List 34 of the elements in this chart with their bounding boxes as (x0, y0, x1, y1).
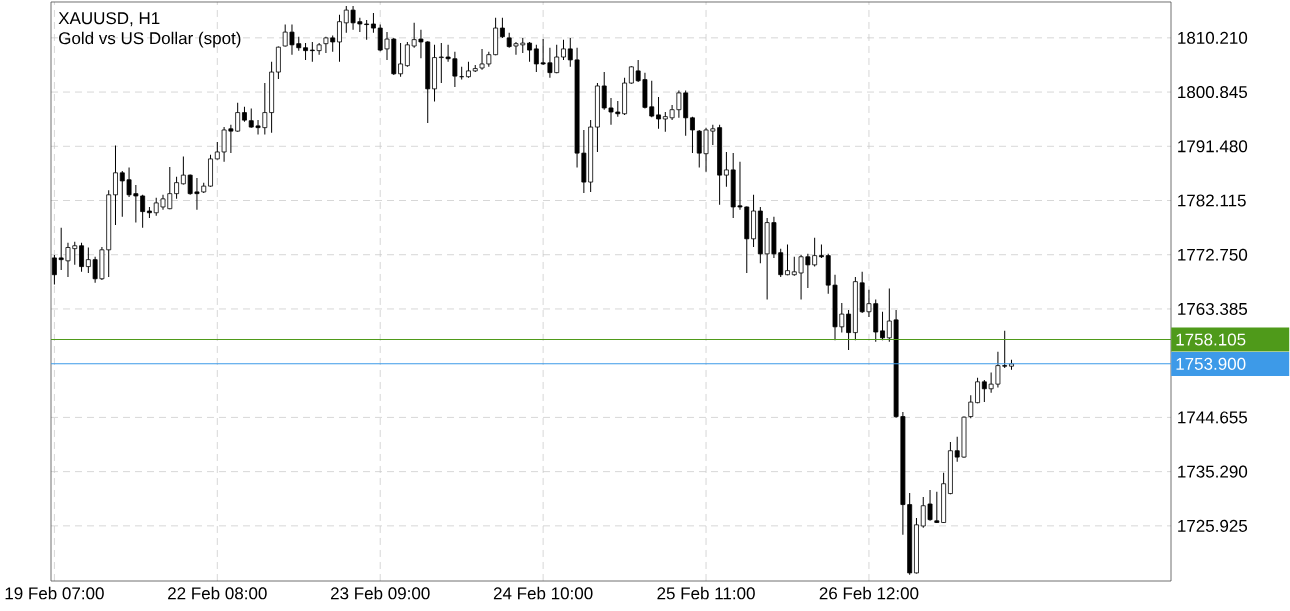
candlestick (785, 244, 790, 276)
y-tick-label: 1782.115 (1178, 194, 1246, 207)
candlestick (370, 12, 376, 34)
text: Gold vs US Dollar (spot) (59, 31, 241, 48)
candlestick (723, 151, 729, 188)
candlestick (174, 176, 180, 200)
candlestick (846, 309, 852, 351)
candlestick (690, 116, 695, 154)
x-tick-label: 19 Feb 07:00 (5, 586, 104, 600)
x-tick-label: 23 Feb 09:00 (330, 586, 430, 600)
y-tick-label: 1725.925 (1178, 519, 1248, 532)
y-tick-label: 1744.655 (1178, 411, 1248, 424)
x-tick-label: 22 Feb 08:00 (168, 586, 267, 600)
x-tick-label: 24 Feb 10:00 (493, 586, 593, 600)
candlestick (113, 145, 118, 226)
candlestick (337, 14, 342, 63)
text: XAUUSD, H1 (58, 12, 160, 27)
candlestick (561, 39, 566, 61)
y-tick-label: 1735.290 (1178, 465, 1248, 478)
candlestick (499, 17, 505, 39)
y-tick-label: 1810.210 (1178, 31, 1248, 44)
y-tick-label: 1791.480 (1178, 140, 1248, 153)
y-tick-label: 1800.845 (1178, 86, 1248, 99)
x-tick-label: 26 Feb 12:00 (819, 586, 919, 600)
y-tick-label: 1772.750 (1178, 248, 1248, 261)
candlestick (656, 96, 661, 130)
y-tick-label: 1763.385 (1178, 302, 1248, 315)
ref-line-label: 1758.105 (1176, 333, 1246, 346)
candlestick (975, 377, 980, 404)
candlestick (79, 242, 84, 273)
candlestick (398, 42, 404, 78)
candlestick (880, 311, 885, 341)
x-tick-label: 25 Feb 11:00 (657, 586, 755, 600)
ref-line-label: 1753.900 (1176, 357, 1246, 370)
